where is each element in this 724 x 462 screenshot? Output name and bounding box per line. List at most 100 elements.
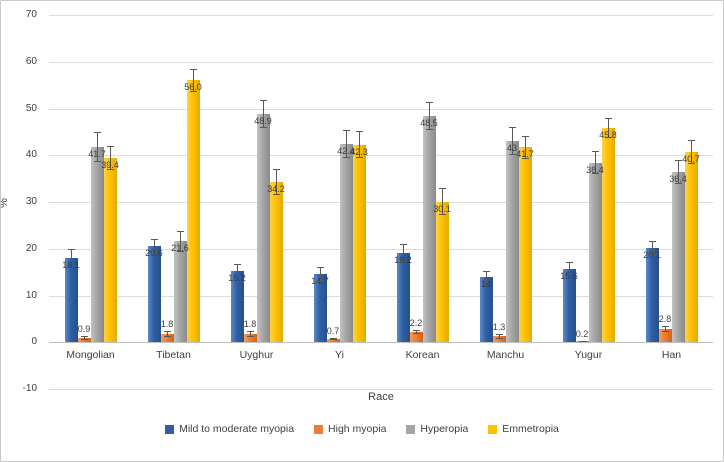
error-bar-cap (482, 270, 490, 272)
error-bar-cap (80, 338, 88, 340)
error-bar (651, 241, 653, 256)
legend-swatch (314, 424, 324, 434)
error-bar-cap (521, 158, 529, 159)
category-label: Mongolian (66, 349, 115, 362)
error-bar-cap (508, 154, 516, 156)
bar-value-label: 18.1 (62, 259, 80, 270)
error-bar (249, 331, 251, 337)
plot-area: 18.1 0.9 41.7 39.4 Mongolian 20.6 1.8 21.6 56.0 T… (49, 15, 713, 390)
bar-high-myopia: 1.8 (160, 319, 174, 343)
category-group: 14 1.3 43 41.7 Manchu (464, 15, 547, 389)
bar-row: 20.1 2.8 36.4 40.7 (630, 15, 713, 343)
bar-value-label: 41.7 (516, 149, 534, 160)
error-bar-cap (355, 156, 363, 158)
bar-value-label: 0.7 (326, 325, 340, 336)
bar-mild-to-moderate-myopia: 18.1 (62, 249, 80, 343)
y-tick-label: 20 (25, 242, 37, 254)
error-bar-cap (176, 250, 184, 252)
y-tick-label: 30 (25, 196, 37, 207)
error-bar (664, 325, 666, 333)
legend-label: Emmetropia (502, 423, 559, 435)
y-tick-label: 0 (31, 336, 37, 348)
error-bar-cap (508, 127, 516, 129)
error-bar (524, 135, 526, 159)
error-bar-cap (80, 336, 88, 338)
error-bar-cap (329, 337, 337, 339)
bar-high-myopia: 2.8 (658, 314, 672, 343)
error-bar-cap (246, 335, 254, 337)
category-group: 19.2 2.2 48.5 30.1 Korean (381, 15, 464, 389)
error-bar-cap (150, 251, 158, 253)
error-bar-cap (233, 264, 241, 266)
bar-emmetropia: 30.1 (433, 188, 451, 343)
error-bar-cap (565, 262, 573, 264)
error-bar (358, 131, 360, 158)
bar-hyperopia: 42.4 (337, 130, 355, 343)
error-bar (345, 130, 347, 159)
error-bar-cap (272, 169, 280, 171)
error-bar-cap (189, 91, 197, 93)
legend-item: Emmetropia (488, 423, 559, 435)
error-bar (402, 244, 404, 261)
error-bar-cap (163, 335, 171, 337)
error-bar-cap (316, 266, 324, 268)
error-bar-cap (604, 117, 612, 119)
bar-emmetropia: 42.3 (350, 131, 368, 343)
legend-item: High myopia (314, 423, 386, 435)
category-group: 15.6 0.2 38.4 45.8 Yugur (547, 15, 630, 389)
error-bar-cap (425, 128, 433, 130)
bar-value-label: 30.1 (433, 203, 451, 214)
error-bar-cap (67, 265, 75, 267)
bar-row: 14 1.3 43 41.7 (464, 15, 547, 343)
bar-value-label: 48.5 (420, 117, 438, 128)
bar-value-label: 34.2 (267, 184, 285, 195)
error-bar-cap (495, 337, 503, 339)
error-bar-cap (163, 331, 171, 333)
bar-high-myopia: 1.3 (492, 322, 506, 343)
error-bar (568, 262, 570, 277)
bar-value-label: 42.3 (350, 146, 368, 157)
error-bar-cap (648, 254, 656, 256)
y-tick-label: 10 (25, 289, 37, 301)
error-bar (83, 336, 85, 340)
error-bar-cap (259, 126, 267, 128)
bar-value-label: 21.6 (171, 243, 189, 254)
bar-row: 14.7 0.7 42.4 42.3 (298, 15, 381, 343)
legend-item: Mild to moderate myopia (165, 423, 294, 435)
category-group: 15.2 1.8 48.9 34.2 Uyghur (215, 15, 298, 389)
error-bar (109, 146, 111, 170)
error-bar-cap (412, 333, 420, 335)
error-bar (70, 249, 72, 267)
error-bar-cap (438, 213, 446, 215)
gridline (49, 389, 713, 390)
legend-label: Mild to moderate myopia (179, 423, 295, 435)
error-bar-cap (687, 162, 695, 164)
bar-value-label: 20.1 (643, 250, 661, 261)
bar-hyperopia: 21.6 (171, 231, 189, 343)
error-bar-cap (233, 277, 241, 279)
chart-legend: Mild to moderate myopia High myopia Hypero… (1, 423, 723, 435)
bar-value-label: 48.9 (254, 115, 272, 126)
error-bar-cap (425, 101, 433, 103)
bar-value-label: 1.8 (160, 319, 174, 330)
bar-value-label: 39.4 (101, 160, 119, 171)
error-bar (153, 238, 155, 253)
bar-row: 19.2 2.2 48.5 30.1 (381, 15, 464, 343)
error-bar-cap (521, 135, 529, 137)
gridline (49, 61, 713, 63)
bar-mild-to-moderate-myopia: 15.2 (228, 264, 246, 343)
error-bar (179, 231, 181, 252)
error-bar (690, 140, 692, 164)
bar-hyperopia: 43 (505, 127, 519, 343)
error-bar-cap (591, 173, 599, 175)
legend-swatch (165, 424, 175, 434)
error-bar-cap (399, 244, 407, 246)
bar-hyperopia: 48.5 (420, 101, 438, 343)
bar-emmetropia: 34.2 (267, 169, 285, 343)
bar-value-label: 15.2 (228, 273, 246, 284)
bar-row: 15.6 0.2 38.4 45.8 (547, 15, 630, 343)
bar-mild-to-moderate-myopia: 14.7 (311, 266, 329, 343)
error-bar-cap (150, 238, 158, 240)
error-bar-cap (93, 161, 101, 163)
error-bar-cap (482, 281, 490, 283)
